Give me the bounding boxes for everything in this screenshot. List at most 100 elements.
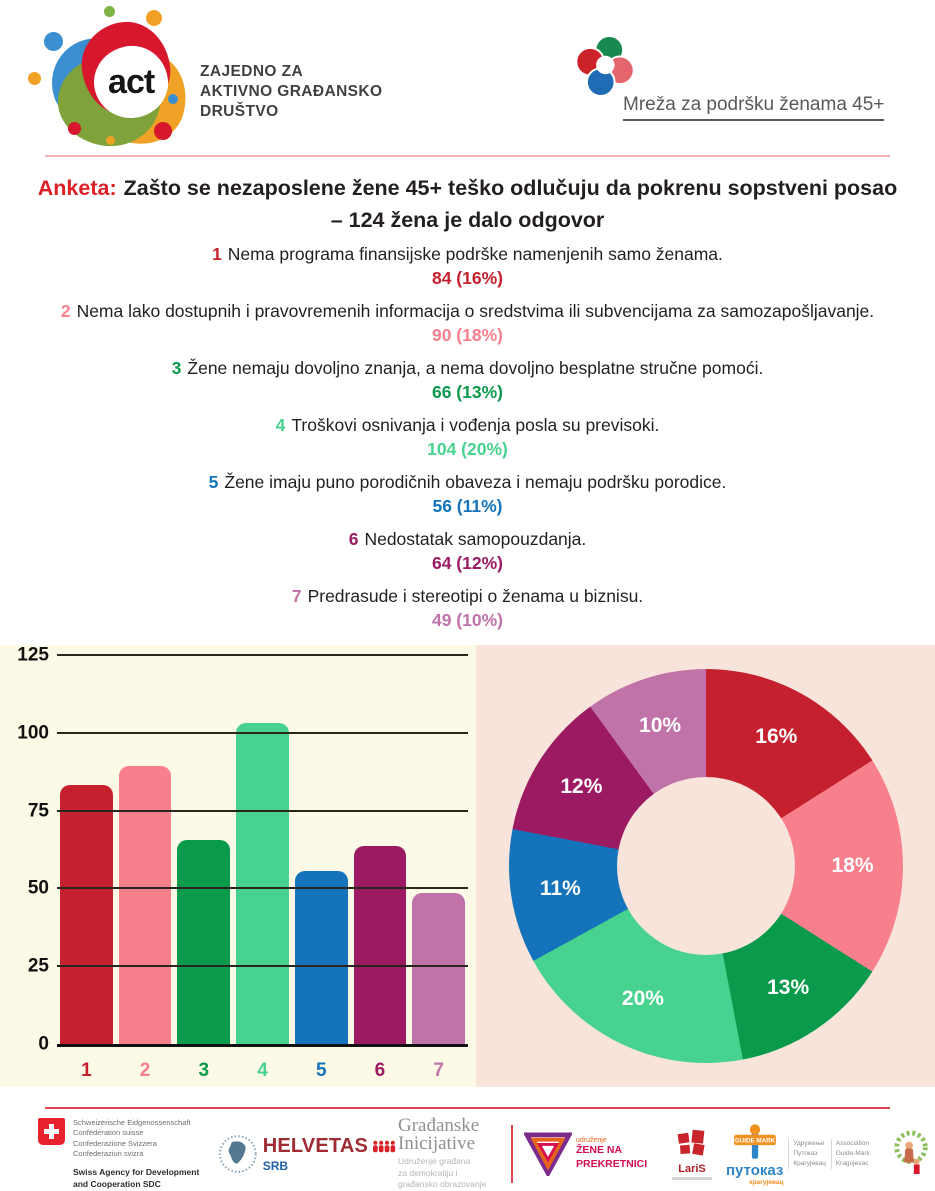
putokaz-col1: Удружење Путоказ Крагујевац bbox=[788, 1139, 826, 1169]
item-text: Nema programa finansijske podrške namenj… bbox=[227, 244, 723, 264]
donut-label: 11% bbox=[539, 876, 581, 900]
zene-line1: ŽENE NA bbox=[576, 1144, 623, 1157]
x-axis-tick-label: 6 bbox=[374, 1060, 386, 1081]
laris-blocks-icon bbox=[677, 1129, 705, 1156]
donut-label: 16% bbox=[755, 725, 798, 749]
bar-category-4 bbox=[236, 722, 289, 1044]
zene-line2: PREKRETNICI bbox=[576, 1157, 648, 1170]
sdc-agency-text: Swiss Agency for Development and Cooperat… bbox=[73, 1166, 200, 1189]
item-number: 2 bbox=[60, 301, 71, 321]
helvetas-name: HELVETAS bbox=[262, 1135, 368, 1157]
survey-item: 3 Žene nemaju dovoljno znanja, a nema dov… bbox=[0, 357, 935, 403]
survey-item: 5 Žene imaju puno porodičnih obaveza i ne… bbox=[0, 471, 935, 517]
item-line: 7 Predrasude i stereotipi o ženama u bizn… bbox=[0, 585, 935, 607]
item-text: Predrasude i stereotipi o ženama u bizni… bbox=[307, 586, 644, 606]
act-dot bbox=[28, 72, 41, 85]
laris-logo: LariS bbox=[664, 1128, 720, 1180]
gi-subtitle: Udruženje građana za demokratiju i građans… bbox=[398, 1156, 487, 1190]
donut-chart-panel: 16% 18% 13% 20% 11% 12% 10% bbox=[476, 645, 935, 1087]
globe-icon bbox=[218, 1135, 257, 1173]
laris-name: LariS bbox=[678, 1163, 706, 1175]
act-dot bbox=[44, 32, 63, 51]
pinwheel-icon bbox=[575, 34, 635, 98]
survey-item: 1 Nema programa finansijske podrške namen… bbox=[0, 243, 935, 289]
title-rest: Zašto se nezaposlene žene 45+ teško odlu… bbox=[123, 176, 898, 200]
y-axis-tick-label: 25 bbox=[27, 955, 49, 977]
laris-subtext-illegible bbox=[672, 1177, 712, 1180]
act-logo: act bbox=[28, 6, 197, 155]
act-dot bbox=[68, 122, 81, 135]
putokaz-name: путоказ bbox=[726, 1161, 784, 1179]
bars bbox=[57, 658, 468, 1044]
item-line: 3 Žene nemaju dovoljno znanja, a nema dov… bbox=[0, 357, 935, 379]
y-axis-tick-label: 75 bbox=[27, 800, 49, 822]
title-prefix: Anketa: bbox=[37, 176, 117, 200]
footer-vertical-divider bbox=[511, 1125, 513, 1183]
header: act ZAJEDNO ZA AKTIVNO GRAĐANSKO DRUŠTVO M… bbox=[0, 0, 935, 156]
footer-logos: Schweizerische Eidgenossenschaft Confédér… bbox=[0, 1109, 935, 1189]
triangle-icon bbox=[524, 1132, 572, 1176]
item-number: 6 bbox=[348, 529, 359, 549]
title-line2: – 124 žena je dalo odgovor bbox=[330, 208, 605, 233]
survey-items: 1 Nema programa finansijske podrške namen… bbox=[0, 243, 935, 642]
gradjanske-inicijative-logo: Građanske Inicijative Udruženje građana z… bbox=[372, 1115, 500, 1191]
item-value: 104 (20%) bbox=[427, 439, 508, 459]
bar-category-6 bbox=[353, 846, 407, 1044]
item-number: 1 bbox=[212, 244, 222, 264]
item-line: 6 Nedostatak samopouzdanja. bbox=[0, 528, 935, 550]
network-logo-block: Mreža za podršku ženama 45+ bbox=[573, 34, 913, 134]
item-text: Žene imaju puno porodičnih obaveza i nem… bbox=[224, 472, 727, 492]
gridline bbox=[57, 654, 468, 656]
donut-label: 12% bbox=[560, 775, 603, 799]
gi-name-line2: Inicijative bbox=[398, 1133, 476, 1155]
gridline bbox=[57, 809, 468, 812]
helvetas-country: SRB bbox=[262, 1159, 289, 1173]
item-line: 5 Žene imaju puno porodičnih obaveza i ne… bbox=[0, 471, 935, 493]
miona-logo: МИОНА bbox=[890, 1129, 935, 1179]
act-dot bbox=[154, 122, 172, 140]
donut-label: 10% bbox=[639, 714, 682, 738]
footer-separator bbox=[45, 1107, 890, 1109]
item-text: Troškovi osnivanja i vođenja posla su pr… bbox=[291, 415, 660, 435]
item-value: 49 (10%) bbox=[431, 610, 503, 630]
gi-name-line1: Građanske bbox=[398, 1115, 480, 1137]
survey-item: 6 Nedostatak samopouzdanja. 64 (12%) bbox=[0, 528, 935, 574]
act-dot bbox=[106, 136, 115, 145]
bar-category-5 bbox=[294, 871, 348, 1044]
x-axis-tick-label: 1 bbox=[81, 1060, 92, 1081]
bar-plot: 0 25 50 75 100 125 bbox=[17, 646, 468, 1054]
item-value: 90 (18%) bbox=[431, 325, 503, 345]
x-axis-tick-label: 2 bbox=[139, 1060, 151, 1081]
item-value: 56 (11%) bbox=[432, 496, 503, 516]
donut-label: 20% bbox=[621, 987, 664, 1010]
people-icon bbox=[373, 1141, 396, 1153]
tree-figure-icon bbox=[894, 1130, 928, 1175]
donut-label: 13% bbox=[767, 975, 810, 999]
item-value: 84 (16%) bbox=[431, 268, 503, 288]
survey-item: 2 Nema lako dostupnih i pravovremenih inf… bbox=[0, 300, 935, 346]
bar-category-2 bbox=[118, 766, 172, 1044]
sdc-confederation-text: Schweizerische Eidgenossenschaft Confédér… bbox=[73, 1117, 191, 1159]
zene-small-text: udruženje bbox=[576, 1137, 607, 1145]
y-axis-tick-label: 0 bbox=[38, 1033, 49, 1055]
signpost-icon: GUIDE MARK bbox=[733, 1123, 776, 1159]
footer: Schweizerische Eidgenossenschaft Confédér… bbox=[0, 1107, 935, 1189]
sdc-logo: Schweizerische Eidgenossenschaft Confédér… bbox=[38, 1117, 210, 1191]
bar-category-3 bbox=[177, 840, 231, 1044]
item-number: 3 bbox=[171, 358, 182, 378]
x-axis-tick-label: 7 bbox=[433, 1060, 444, 1081]
item-line: 4 Troškovi osnivanja i vođenja posla su p… bbox=[0, 414, 935, 436]
helvetas-logo: HELVETAS SRB bbox=[218, 1134, 368, 1174]
item-number: 5 bbox=[208, 472, 219, 492]
act-dot bbox=[146, 10, 162, 26]
act-dot bbox=[104, 6, 115, 17]
item-number: 4 bbox=[275, 415, 286, 435]
gridline bbox=[57, 887, 468, 890]
act-wordmark: act bbox=[107, 62, 155, 101]
donut-label: 18% bbox=[831, 854, 874, 877]
swiss-flag-icon bbox=[38, 1117, 65, 1145]
survey-item: 4 Troškovi osnivanja i vođenja posla su p… bbox=[0, 414, 935, 460]
title-line1: Anketa: Zašto se nezaposlene žene 45+ teš… bbox=[0, 172, 935, 204]
putokaz-banner: GUIDE MARK bbox=[735, 1137, 776, 1144]
item-text: Žene nemaju dovoljno znanja, a nema dovo… bbox=[187, 358, 764, 378]
